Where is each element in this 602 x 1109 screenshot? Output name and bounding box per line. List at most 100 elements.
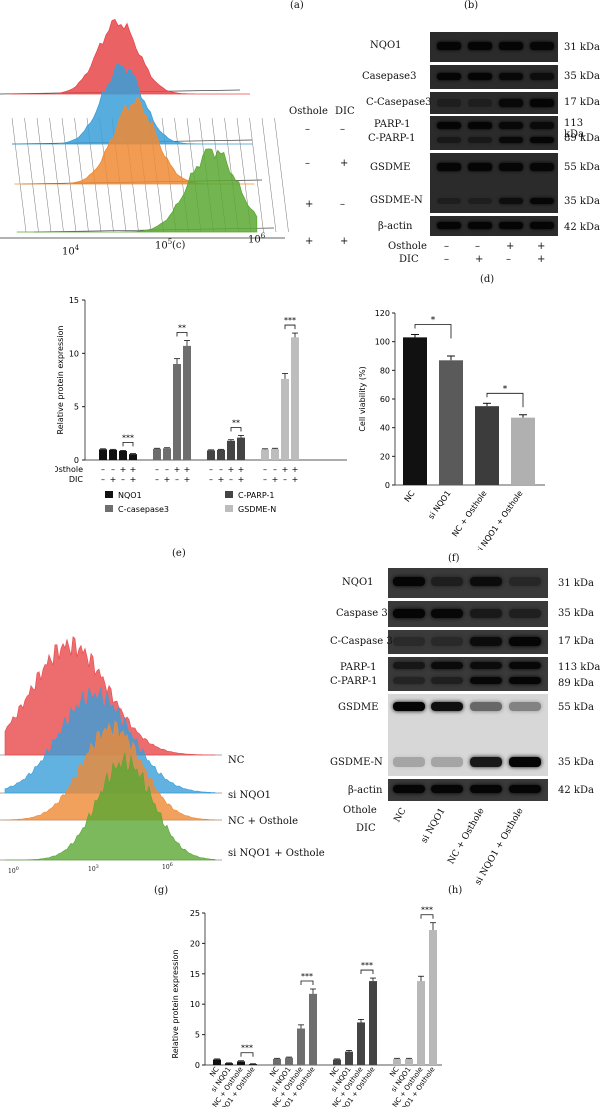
e-dic-sign-2-0: – [209,475,213,484]
h-label-gsdmen: GSDME-N [330,757,383,768]
h-band-gsdme-lane4 [509,702,541,711]
c-ridge-2 [12,62,253,145]
d-strip-parp [430,116,558,150]
e-ost-sign-2-2: + [228,465,235,474]
g-ridge-1 [4,636,216,756]
d-sign-row_dic-3: – [506,254,511,265]
c-row1-osthole: – [305,124,310,135]
e-dic-sign-2-1: + [218,475,225,484]
h-lane-label-0: NC [393,806,409,824]
c-row2-dic: + [340,158,349,169]
f-bar-3 [511,417,535,485]
i-bar-2-2 [357,1022,365,1065]
h-band-gsdme-lane3 [470,702,502,711]
c-row2-osthole: – [305,158,310,169]
h-kda-parp: 113 kDa [558,662,601,673]
h-label-parp: PARP-1 [340,662,377,673]
c-col-dic: DIC [335,106,355,117]
d-band-parp-lane1 [437,122,461,129]
h-band-casp3-lane2 [431,609,463,618]
panel-letter-b: (b) [464,0,479,11]
e-ost-sign-3-0: – [263,465,267,474]
f-ytick-label-120: 120 [375,309,390,318]
h-kda-cparp: 89 kDa [558,678,594,689]
d-strip-ccasp3 [430,92,558,114]
h-band-casp3-lane3 [470,609,502,618]
e-dic-sign-1-0: – [155,475,159,484]
i-sig-0: *** [241,1044,253,1053]
i-bar-1-2 [297,1028,305,1065]
d-band-cparp-lane4 [530,137,554,143]
h-band-casp3-lane1 [393,609,425,618]
g-label-si: si NQO1 [228,790,272,801]
d-sign-row_osthole-2: – [475,241,480,252]
e-dic-sign-0-2: – [121,475,125,484]
h-kda-ccasp3: 17 kDa [558,636,594,647]
h-label-actin: β-actin [348,785,383,796]
f-ytick-label-100: 100 [375,338,390,347]
c-hatch-6 [74,117,89,233]
i-ytick-label-15: 15 [190,970,200,979]
i-ytick-label-25: 25 [190,909,200,918]
panel-letter-d: (d) [480,274,495,285]
c-xtick-1: 104 [62,244,80,258]
panel-g-histogram [0,636,222,861]
c-ridge-4 [16,148,258,233]
c-hatch-3 [36,117,52,233]
c-row4-dic: + [340,236,349,247]
g-ridge-4 [4,752,216,861]
d-label-gsdme: GSDME [370,162,411,173]
d-kda-ccasp3: 17 kDa [564,97,600,108]
e-legend-label-2: C-casepase3 [118,505,169,514]
e-ost-sign-2-1: – [219,465,223,474]
e-bracket-1 [176,332,188,337]
e-dic-sign-1-2: – [175,475,179,484]
d-band-gsdme-lane4 [530,163,554,171]
h-label-gsdme: GSDME [338,702,379,713]
f-bracket-1 [486,392,524,408]
d-row-osthole: Osthole [388,241,427,252]
d-sign-row_osthole-3: + [506,241,515,252]
e-sig-1: ** [178,324,186,333]
f-bar-2 [475,406,499,485]
e-bar-0-0 [99,449,107,460]
h-kda-actin: 42 kDa [558,785,594,796]
e-ost-sign-0-0: – [101,465,105,474]
f-ytick-label-0: 0 [385,481,390,490]
d-band-gsdme-lane1 [437,163,461,171]
f-ytick-label-20: 20 [380,452,390,461]
e-dic-sign-0-1: + [110,475,117,484]
d-band-gsdmen-lane1 [437,198,461,204]
i-ytick-label-20: 20 [190,939,200,948]
e-bar-0-2 [119,450,127,460]
i-bracket-0 [240,1052,254,1057]
c-row4-osthole: + [305,236,314,247]
h-band-gsdme-lane2 [431,702,463,711]
i-bar-3-1 [405,1058,413,1065]
e-ost-sign-0-3: + [130,465,137,474]
e-ost-sign-2-0: – [209,465,213,474]
d-label-parp: PARP-1 [374,119,411,130]
d-kda-actin: 42 kDa [564,222,600,233]
d-label-nqo1: NQO1 [370,40,402,51]
d-strip-actin [430,216,558,236]
c-col-osthole: Osthole [289,106,328,117]
e-ylabel: Relative protein expression [56,326,65,435]
f-ytick-label-80: 80 [380,366,390,375]
d-band-parp-lane2 [468,122,492,129]
e-bar-2-2 [227,440,235,460]
panel-letter-h: (h) [448,885,463,896]
e-bar-0-3 [129,454,137,460]
e-sig-0: *** [122,433,134,442]
c-ridge-1 [9,19,250,95]
h-band-gsdme-lane1 [393,702,425,711]
i-sig-1: *** [301,972,313,981]
e-ytick-label-15: 15 [69,296,79,305]
h-lane-label-2: NC + Osthole [446,807,486,867]
h-label-cparp: C-PARP-1 [330,676,378,687]
d-band-casp3-lane4 [530,73,554,80]
e-sig-3: *** [284,316,296,325]
c-hatch-5 [61,117,77,233]
e-bar-1-2 [173,364,181,460]
h-band-ccasp3-lane1 [393,637,425,646]
